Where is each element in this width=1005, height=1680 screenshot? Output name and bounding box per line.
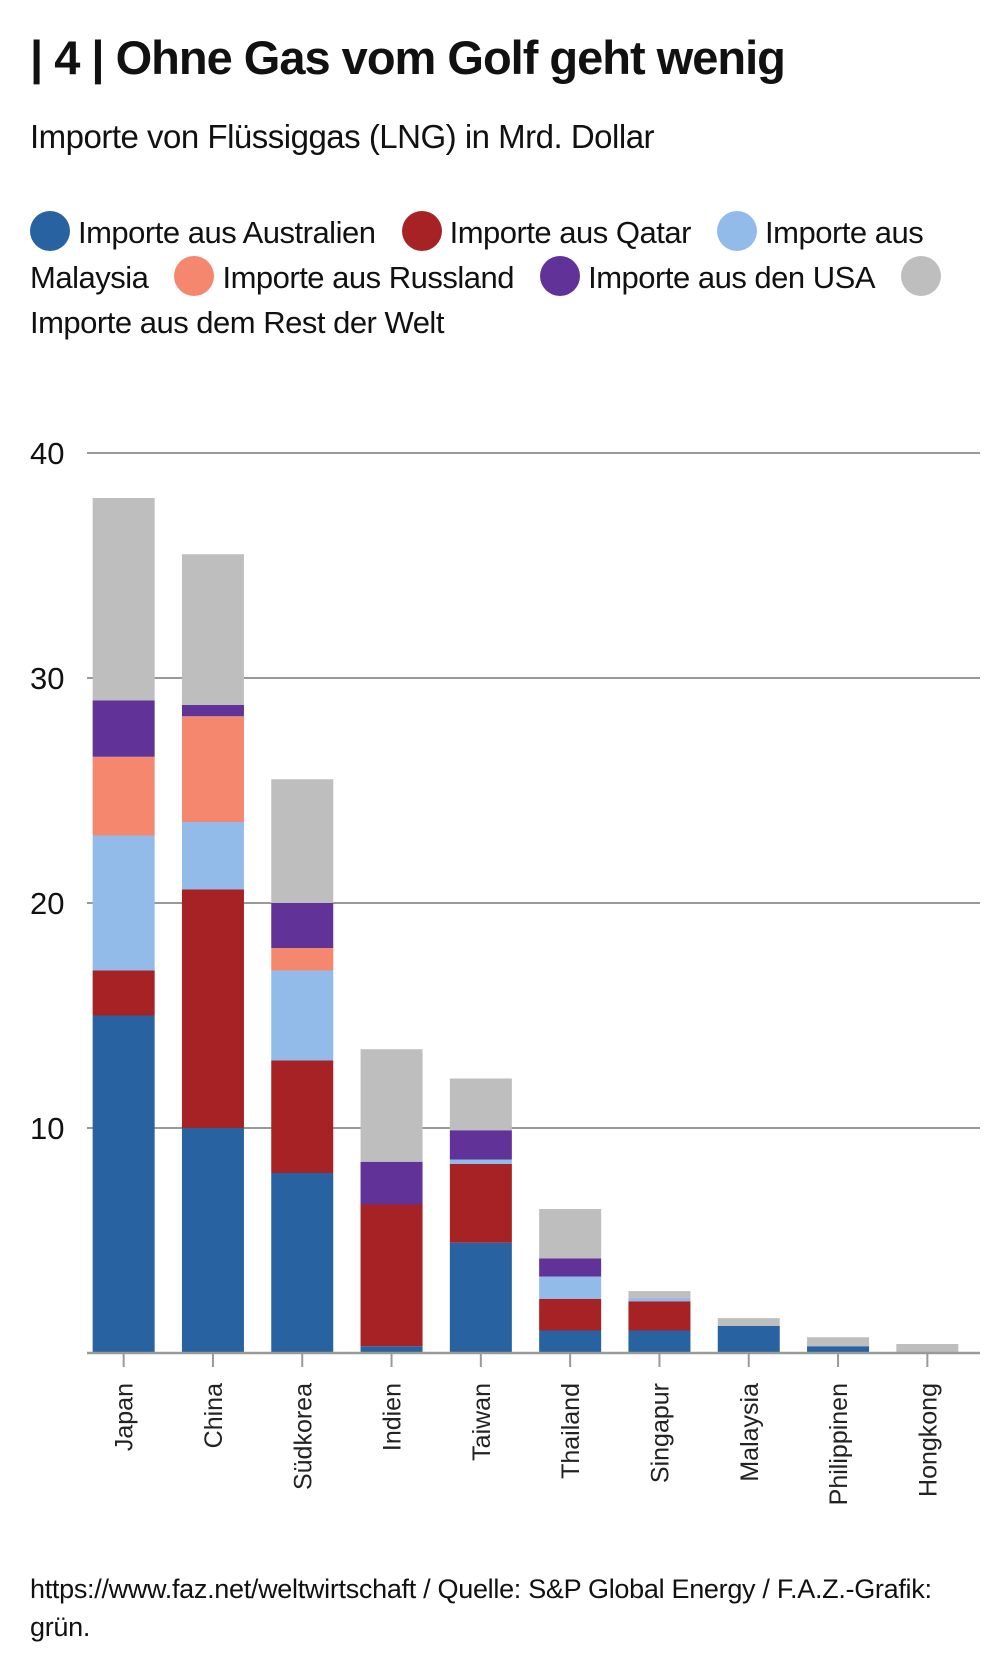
bar-segment: [449, 1242, 512, 1353]
bar-segment: [360, 1161, 423, 1205]
bar-segment: [92, 700, 155, 757]
bar-segment: [896, 1344, 959, 1353]
bar-segment: [181, 1128, 244, 1353]
legend-item: Importe aus Australien: [30, 211, 376, 251]
bar-segment: [271, 970, 334, 1061]
legend: Importe aus Australien Importe aus Qatar…: [30, 210, 980, 345]
legend-swatch: [401, 211, 442, 251]
bar-segment: [449, 1159, 512, 1164]
bar-segment: [92, 1015, 155, 1353]
legend-swatch: [901, 256, 942, 296]
legend-label: Importe aus Australien: [78, 215, 376, 250]
legend-label: Importe aus Russland: [222, 260, 514, 295]
bar-segment: [360, 1346, 423, 1353]
x-tick-label: Südkorea: [289, 1383, 317, 1490]
bar-segment: [271, 1173, 334, 1353]
legend-item: Importe aus Qatar: [401, 211, 692, 251]
x-tick-label: Hongkong: [914, 1383, 942, 1497]
bar-segment: [628, 1297, 691, 1302]
bar-segment: [271, 779, 334, 903]
bar-segment: [271, 948, 334, 971]
bar-segment: [807, 1337, 870, 1347]
bar-segment: [628, 1301, 691, 1331]
bar-segment: [181, 716, 244, 822]
legend-swatch: [174, 256, 215, 296]
bar-segment: [539, 1330, 602, 1353]
bar-segment: [449, 1164, 512, 1243]
bar-segment: [539, 1276, 602, 1299]
y-tick-label: 30: [30, 661, 64, 696]
bar-segment: [628, 1330, 691, 1353]
legend-item: Importe aus Russland: [174, 256, 514, 296]
bar-segment: [807, 1346, 870, 1353]
legend-label: Importe aus dem Rest der Welt: [30, 305, 444, 340]
bar-segment: [539, 1209, 602, 1259]
chart-title: | 4 | Ohne Gas vom Golf geht wenig: [30, 31, 786, 84]
bar-segment: [92, 835, 155, 971]
x-tick-label: Singapur: [646, 1383, 674, 1483]
x-tick-label: Taiwan: [468, 1383, 496, 1461]
legend-label: Importe aus Malaysia: [30, 215, 924, 295]
legend-label: Importe aus Qatar: [449, 215, 692, 250]
bar-segment: [271, 1060, 334, 1173]
bar-segment: [181, 822, 244, 890]
bar-segment: [271, 903, 334, 948]
bar-segment: [92, 498, 155, 701]
bar-segment: [628, 1291, 691, 1298]
chart-subtitle: Importe von Flüssiggas (LNG) in Mrd. Dol…: [30, 118, 655, 155]
y-tick-label: 10: [30, 1111, 64, 1146]
y-tick-label: 20: [30, 886, 64, 921]
bar-segment: [360, 1049, 423, 1162]
bar-segment: [539, 1299, 602, 1331]
legend-label: Importe aus den USA: [588, 260, 876, 295]
x-tick-label: Philippinen: [825, 1383, 853, 1505]
legend-swatch: [717, 211, 758, 251]
bar-segment: [717, 1318, 780, 1326]
bar-segment: [92, 970, 155, 1016]
bar-segment: [92, 756, 155, 836]
bar-segment: [539, 1258, 602, 1277]
bar-segment: [449, 1078, 512, 1131]
bar-segment: [449, 1130, 512, 1160]
x-tick-label: Malaysia: [736, 1383, 764, 1482]
legend-swatch: [30, 211, 70, 251]
legend-item: Importe aus dem Rest der Welt: [30, 256, 949, 340]
legend-item: Importe aus den USA: [540, 256, 876, 296]
bar-segment: [181, 889, 244, 1128]
legend-swatch: [540, 256, 581, 296]
x-tick-label: Thailand: [557, 1383, 585, 1479]
source-footer: https://www.faz.net/weltwirtschaft / Que…: [30, 1574, 932, 1642]
bar-segment: [181, 554, 244, 705]
bar-segment: [181, 705, 244, 717]
bar-segment: [717, 1326, 780, 1353]
legend-item: Importe aus Malaysia: [30, 211, 924, 295]
x-tick-label: China: [200, 1383, 228, 1448]
bar-segment: [360, 1204, 423, 1347]
y-tick-label: 40: [30, 436, 64, 471]
x-tick-label: Japan: [111, 1383, 139, 1451]
x-tick-label: Indien: [379, 1383, 407, 1451]
